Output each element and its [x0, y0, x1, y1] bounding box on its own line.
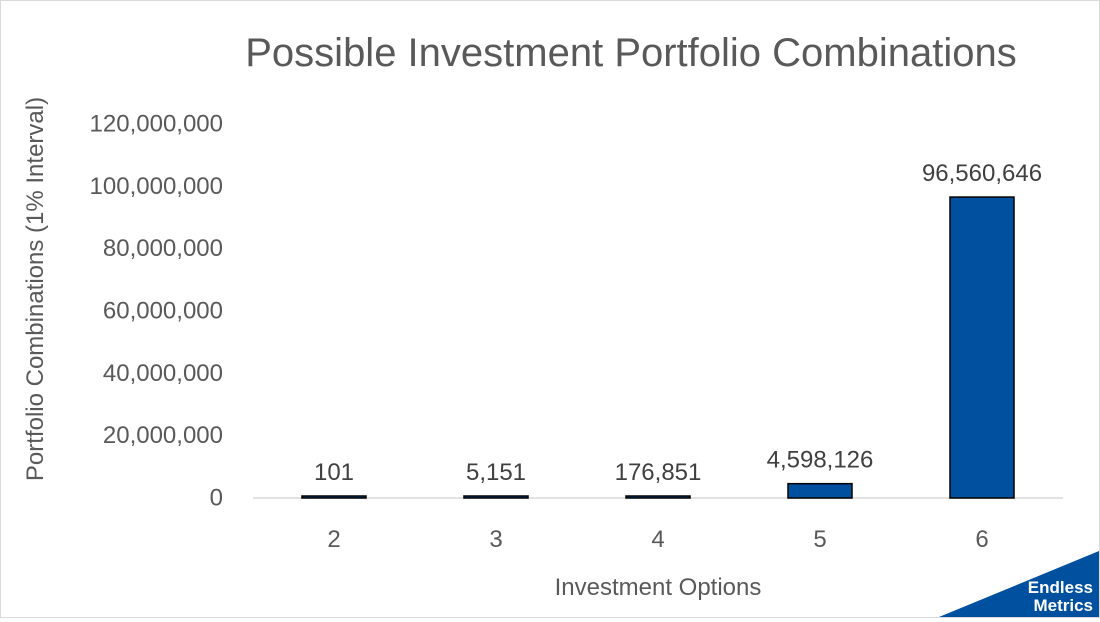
bar: [949, 196, 1015, 499]
data-label: 96,560,646: [922, 160, 1042, 187]
data-label: 5,151: [466, 459, 526, 486]
data-label: 4,598,126: [767, 447, 874, 474]
bars: [301, 196, 1015, 499]
data-labels: 101 5,151 176,851 4,598,126 96,560,646: [314, 160, 1042, 486]
bar: [463, 495, 529, 499]
y-tick-label: 120,000,000: [90, 111, 223, 138]
x-tick-label: 4: [651, 526, 664, 553]
bar: [787, 482, 853, 499]
data-label: 101: [314, 459, 354, 486]
x-axis-title: Investment Options: [555, 574, 762, 601]
logo-text-line2: Metrics: [1033, 596, 1093, 615]
y-tick-label: 20,000,000: [103, 422, 223, 449]
x-tick-label: 5: [813, 526, 826, 553]
bar: [625, 495, 691, 499]
x-axis-ticks: 2 3 4 5 6: [327, 526, 988, 553]
y-tick-label: 60,000,000: [103, 298, 223, 325]
y-tick-label: 80,000,000: [103, 235, 223, 262]
x-tick-label: 6: [975, 526, 988, 553]
y-tick-label: 0: [210, 485, 223, 512]
y-axis-title: Portfolio Combinations (1% Interval): [22, 97, 49, 481]
logo-triangle: [939, 551, 1099, 617]
bar: [301, 495, 367, 499]
y-tick-label: 100,000,000: [90, 173, 223, 200]
y-tick-label: 40,000,000: [103, 360, 223, 387]
y-axis-ticks: 0 20,000,000 40,000,000 60,000,000 80,000,00…: [90, 111, 223, 512]
endless-metrics-logo: Endless Metrics: [939, 551, 1099, 617]
x-tick-label: 3: [489, 526, 502, 553]
x-tick-label: 2: [327, 526, 340, 553]
logo-text-line1: Endless: [1027, 578, 1093, 597]
chart-title: Possible Investment Portfolio Combinatio…: [245, 31, 1017, 75]
data-label: 176,851: [615, 459, 702, 486]
